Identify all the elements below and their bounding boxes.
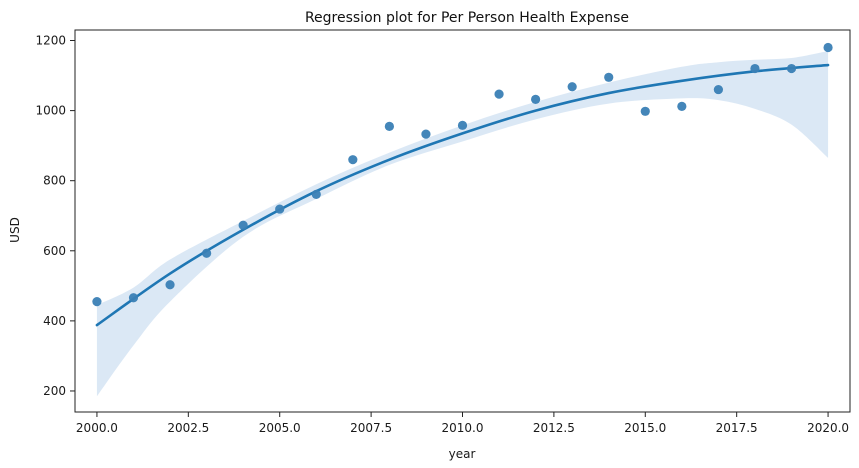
data-point: [750, 63, 760, 74]
data-point: [128, 293, 139, 303]
x-tick-label: 2015.0: [624, 421, 666, 435]
regression-line: [95, 63, 830, 327]
x-tick-label: 2012.5: [533, 421, 575, 435]
x-tick-label: 2007.5: [350, 421, 392, 435]
y-tick-label: 600: [43, 244, 66, 258]
x-tick-label: 2017.5: [716, 421, 758, 435]
x-tick-label: 2000.0: [76, 421, 118, 435]
data-point: [494, 89, 504, 99]
confidence-band-layer: [96, 51, 829, 397]
data-point: [384, 121, 394, 131]
confidence-band: [96, 51, 829, 397]
data-point: [165, 280, 175, 290]
data-point: [531, 94, 541, 104]
y-tick-label: 200: [43, 384, 66, 398]
data-point: [202, 248, 212, 258]
y-tick-label: 1000: [35, 104, 66, 118]
x-tick-label: 2020.0: [807, 421, 849, 435]
data-point: [823, 42, 833, 53]
data-point: [640, 106, 650, 116]
data-point: [604, 72, 614, 82]
data-point: [713, 84, 724, 95]
data-point: [786, 63, 797, 74]
regression-line-layer: [95, 63, 830, 327]
x-tick-label: 2005.0: [259, 421, 301, 435]
chart-title: Regression plot for Per Person Health Ex…: [305, 10, 629, 26]
data-point: [348, 155, 358, 165]
y-tick-label: 400: [43, 314, 66, 328]
x-tick-label: 2010.0: [442, 421, 484, 435]
data-point: [238, 220, 248, 230]
data-point: [677, 101, 687, 111]
data-point: [92, 297, 102, 307]
y-tick-label: 800: [43, 174, 66, 188]
axes-layer: 2000.0 2002.5 2005.0 2007.5 2010.0 2012.5 2015…: [35, 29, 851, 435]
x-axis-label: year: [449, 447, 476, 461]
data-point: [275, 204, 285, 214]
y-axis-label: USD: [8, 217, 22, 243]
data-points-layer: [92, 42, 833, 307]
data-point: [457, 120, 468, 130]
x-tick-label: 2002.5: [167, 421, 209, 435]
y-tick-label: 1200: [35, 34, 66, 48]
data-point: [567, 82, 577, 92]
data-point: [421, 129, 431, 139]
data-point: [311, 189, 321, 199]
